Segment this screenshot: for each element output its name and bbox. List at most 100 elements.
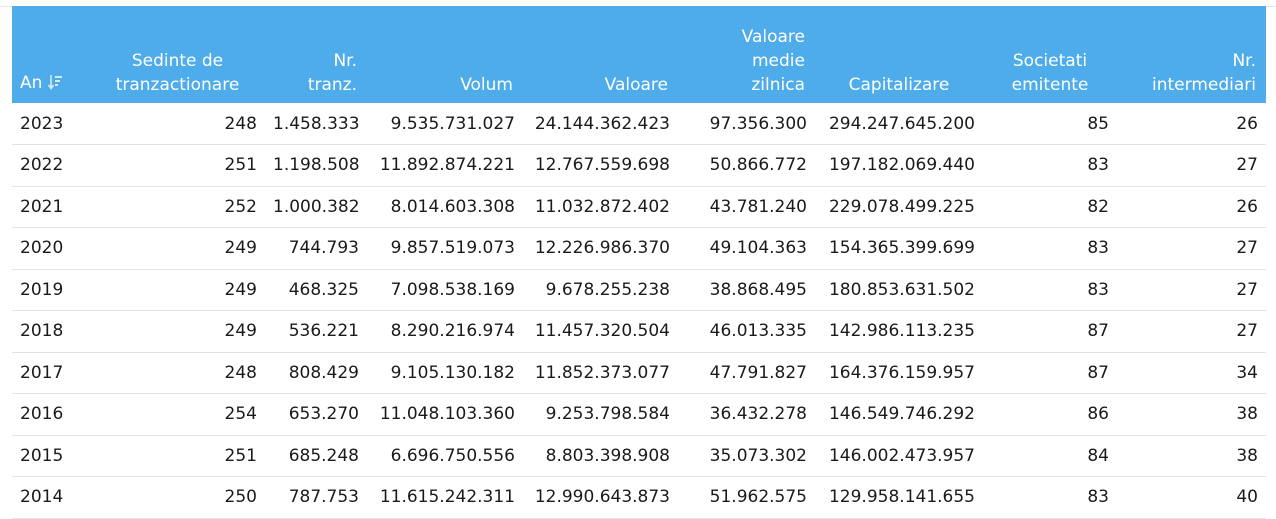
table-cell: 252 <box>224 196 257 217</box>
table-cell: 12.990.643.873 <box>534 487 670 508</box>
column-header-7[interactable]: Societati emitente <box>983 6 1117 103</box>
table-cell: 2014 <box>20 487 64 508</box>
table-cell: 8.803.398.908 <box>545 445 670 466</box>
table-cell: 685.248 <box>288 445 359 466</box>
table-cell: 27 <box>1236 321 1258 342</box>
table-cell: 85 <box>1087 113 1109 134</box>
table-cell: 787.753 <box>288 487 359 508</box>
table-cell: 27 <box>1236 238 1258 259</box>
table-cell: 83 <box>1087 155 1109 176</box>
table-cell: 249 <box>224 279 257 300</box>
table-cell: 2017 <box>20 362 64 383</box>
table-cell: 11.615.242.311 <box>379 487 515 508</box>
sort-descending-icon[interactable] <box>48 73 63 97</box>
column-header-label: emitente <box>1011 75 1089 95</box>
column-header-label: Societati <box>1012 51 1088 71</box>
table-cell: 40 <box>1236 487 1258 508</box>
table-cell: 8.290.216.974 <box>390 321 515 342</box>
column-header-2[interactable]: Nr. tranz. <box>265 6 367 103</box>
table-cell: 50.866.772 <box>709 155 807 176</box>
table-cell: 49.104.363 <box>709 238 807 259</box>
column-header-label: Valoare <box>741 27 805 47</box>
table-cell: 83 <box>1087 238 1109 259</box>
table-cell: 27 <box>1236 155 1258 176</box>
table-cell: 294.247.645.200 <box>828 113 975 134</box>
table-cell: 146.002.473.957 <box>828 445 975 466</box>
table-cell: 84 <box>1087 445 1109 466</box>
table-cell: 11.852.373.077 <box>534 362 670 383</box>
table-row: 2021 252 1.000.382 8.014.603.308 11.032.872.… <box>12 186 1266 228</box>
column-header-label: tranz. <box>307 75 357 95</box>
table-row: 2014 250 787.753 11.615.242.311 12.990.643.8… <box>12 477 1266 518</box>
table-header: An Sedinte de tranzactionare Nr. tranz. Volum… <box>12 6 1266 103</box>
table-cell: 51.962.575 <box>709 487 807 508</box>
table-cell: 468.325 <box>288 279 359 300</box>
table-cell: 38 <box>1236 404 1258 425</box>
table-row: 2022 251 1.198.508 11.892.874.221 12.767.559… <box>12 145 1266 186</box>
table-cell: 2016 <box>20 404 64 425</box>
table-cell: 86 <box>1087 404 1109 425</box>
table-cell: 653.270 <box>288 404 359 425</box>
table-cell: 248 <box>224 113 257 134</box>
table-cell: 11.892.874.221 <box>379 155 515 176</box>
table-cell: 46.013.335 <box>709 321 807 342</box>
column-header-label: tranzactionare <box>115 75 240 95</box>
column-header-label: medie <box>752 51 805 71</box>
column-header-4[interactable]: Valoare <box>523 6 678 103</box>
column-header-label: Capitalizare <box>848 75 950 95</box>
table-cell: 7.098.538.169 <box>390 279 515 300</box>
table-cell: 43.781.240 <box>709 196 807 217</box>
table-cell: 24.144.362.423 <box>534 113 670 134</box>
table-cell: 12.226.986.370 <box>534 238 670 259</box>
table-cell: 251 <box>224 445 257 466</box>
table-cell: 2023 <box>20 113 64 134</box>
table-cell: 38.868.495 <box>709 279 807 300</box>
table-cell: 250 <box>224 487 257 508</box>
column-header-5[interactable]: Valoare medie zilnica <box>678 6 815 103</box>
table-cell: 11.048.103.360 <box>379 404 515 425</box>
table-cell: 9.535.731.027 <box>390 113 515 134</box>
column-header-label: Nr. <box>333 51 357 71</box>
table-cell: 744.793 <box>288 238 359 259</box>
column-header-8[interactable]: Nr. intermediari <box>1117 6 1266 103</box>
table-cell: 27 <box>1236 279 1258 300</box>
column-header-label: An <box>20 73 43 93</box>
column-header-0[interactable]: An <box>12 6 90 103</box>
table-cell: 2015 <box>20 445 64 466</box>
table-cell: 9.105.130.182 <box>390 362 515 383</box>
column-header-6[interactable]: Capitalizare <box>815 6 983 103</box>
table-cell: 142.986.113.235 <box>828 321 975 342</box>
table-row: 2016 254 653.270 11.048.103.360 9.253.798.58… <box>12 394 1266 435</box>
table-row: 2017 248 808.429 9.105.130.182 11.852.373.07… <box>12 352 1266 394</box>
table-cell: 249 <box>224 238 257 259</box>
table-cell: 97.356.300 <box>709 113 807 134</box>
table-cell: 26 <box>1236 113 1258 134</box>
table-cell: 249 <box>224 321 257 342</box>
table-cell: 34 <box>1236 362 1258 383</box>
table-cell: 12.767.559.698 <box>534 155 670 176</box>
market-stats-table: An Sedinte de tranzactionare Nr. tranz. Volum… <box>12 6 1266 519</box>
table-row: 2018 249 536.221 8.290.216.974 11.457.320.50… <box>12 311 1266 352</box>
column-header-3[interactable]: Volum <box>367 6 523 103</box>
table-cell: 11.032.872.402 <box>534 196 670 217</box>
table-cell: 82 <box>1087 196 1109 217</box>
table-cell: 254 <box>224 404 257 425</box>
table-cell: 35.073.302 <box>709 445 807 466</box>
table-cell: 129.958.141.655 <box>828 487 975 508</box>
table-cell: 1.458.333 <box>273 113 360 134</box>
column-header-label: Nr. <box>1232 51 1256 71</box>
table-cell: 251 <box>224 155 257 176</box>
table-cell: 229.078.499.225 <box>828 196 975 217</box>
table-cell: 9.678.255.238 <box>545 279 670 300</box>
table-cell: 26 <box>1236 196 1258 217</box>
table-cell: 536.221 <box>288 321 359 342</box>
table-cell: 1.198.508 <box>273 155 360 176</box>
table-cell: 2021 <box>20 196 64 217</box>
top-divider <box>0 0 1276 7</box>
table-cell: 248 <box>224 362 257 383</box>
table-cell: 2022 <box>20 155 64 176</box>
column-header-label: Valoare <box>604 75 668 95</box>
table-cell: 36.432.278 <box>709 404 807 425</box>
column-header-1[interactable]: Sedinte de tranzactionare <box>90 6 265 103</box>
